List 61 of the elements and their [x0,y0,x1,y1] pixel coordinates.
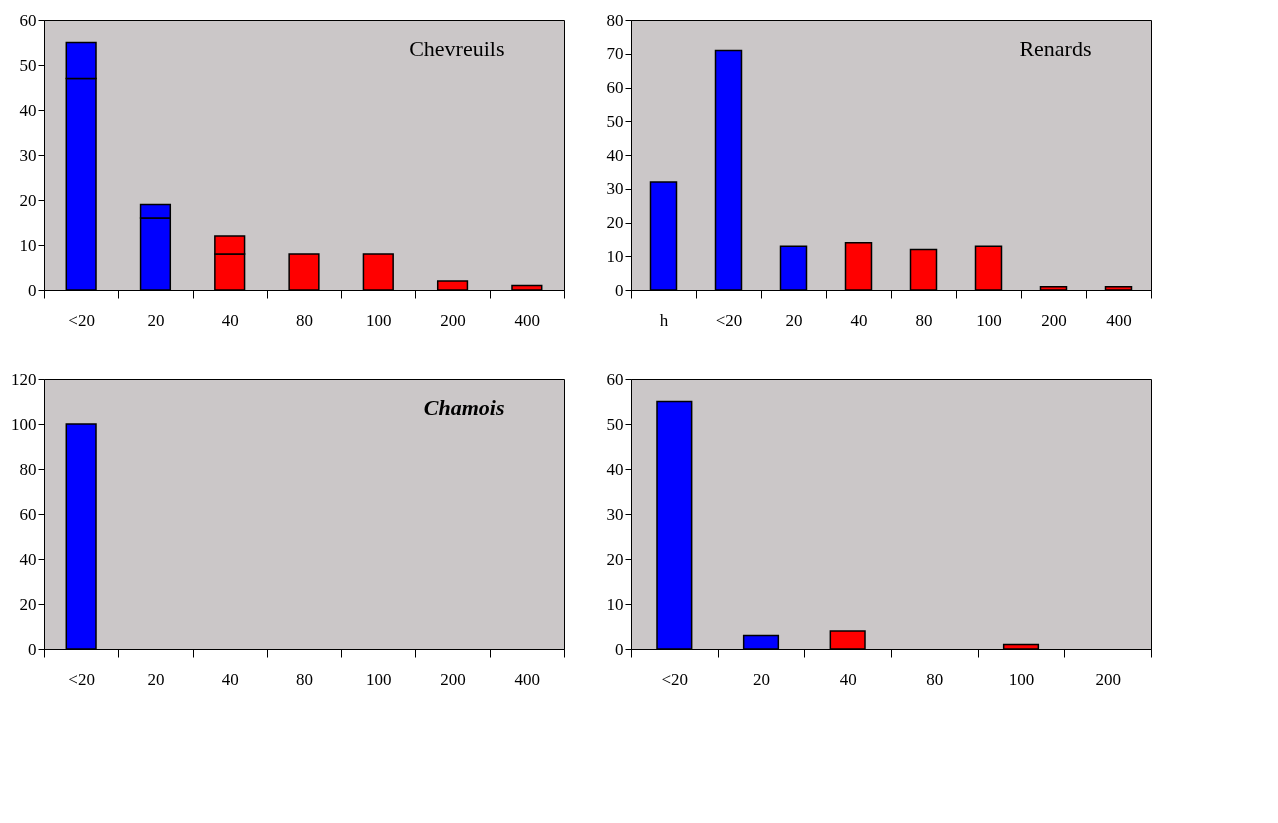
x-tick-label: 80 [915,310,933,330]
x-tick-label: h [659,310,669,330]
y-tick-label: 40 [19,549,37,569]
x-tick-label: 200 [440,669,466,689]
x-tick-label: 20 [147,669,165,689]
x-tick-label: 200 [1095,669,1121,689]
x-tick-label: <20 [68,669,95,689]
y-tick-label: 50 [606,111,624,131]
x-tick-label: 400 [514,669,541,689]
x-tick-label: 40 [839,669,857,689]
y-tick-label: 0 [615,280,624,300]
y-tick-label: 50 [606,414,624,434]
y-tick-label: 10 [606,246,624,266]
y-tick-label: 80 [19,459,37,479]
y-tick-label: 20 [19,190,37,210]
y-tick-label: 0 [615,639,624,659]
y-tick-label: 10 [19,235,37,255]
x-tick-label: 40 [850,310,868,330]
x-tick-label: 100 [366,669,392,689]
x-tick-label: 20 [147,310,165,330]
x-tick-label: 20 [753,669,770,689]
x-tick-label: <20 [715,310,743,330]
x-tick-label: 200 [440,310,466,330]
x-tick-label: 40 [221,669,239,689]
x-tick-label: 80 [296,310,313,330]
y-tick-label: 60 [19,504,37,524]
x-tick-label: 40 [221,310,239,330]
y-tick-label: 60 [19,10,37,30]
y-tick-label: 70 [606,44,624,64]
x-tick-label: 400 [1106,310,1132,330]
y-tick-label: 30 [606,504,624,524]
x-tick-label: 80 [926,669,944,689]
y-tick-label: 40 [19,100,37,120]
y-tick-label: 30 [19,145,37,165]
x-tick-label: <20 [661,669,689,689]
y-tick-label: 20 [19,594,37,614]
x-tick-label: 100 [1008,669,1035,689]
y-tick-label: 60 [606,78,624,97]
y-tick-label: 0 [28,280,37,300]
y-tick-label: 100 [11,414,37,434]
y-tick-label: 0 [28,639,37,659]
y-tick-label: 40 [606,459,624,479]
y-tick-label: 80 [606,10,624,30]
y-tick-label: 10 [606,594,624,614]
y-tick-label: 40 [606,145,624,165]
x-tick-label: 200 [1041,310,1067,330]
y-tick-label: 20 [606,549,624,569]
y-tick-label: 30 [606,179,624,199]
x-tick-label: 20 [785,310,803,330]
x-tick-label: <20 [68,310,95,330]
text: Renards [1019,36,1092,61]
x-tick-label: 400 [514,310,541,330]
y-tick-label: 120 [11,369,37,389]
text: Chamois [423,395,505,420]
x-tick-label: 100 [366,310,392,330]
y-tick-label: 60 [606,369,624,389]
text: Chevreuils [409,36,505,61]
x-tick-label: 80 [296,669,313,689]
y-tick-label: 50 [19,55,37,75]
y-tick-label: 20 [606,213,624,232]
x-tick-label: 100 [976,310,1002,330]
